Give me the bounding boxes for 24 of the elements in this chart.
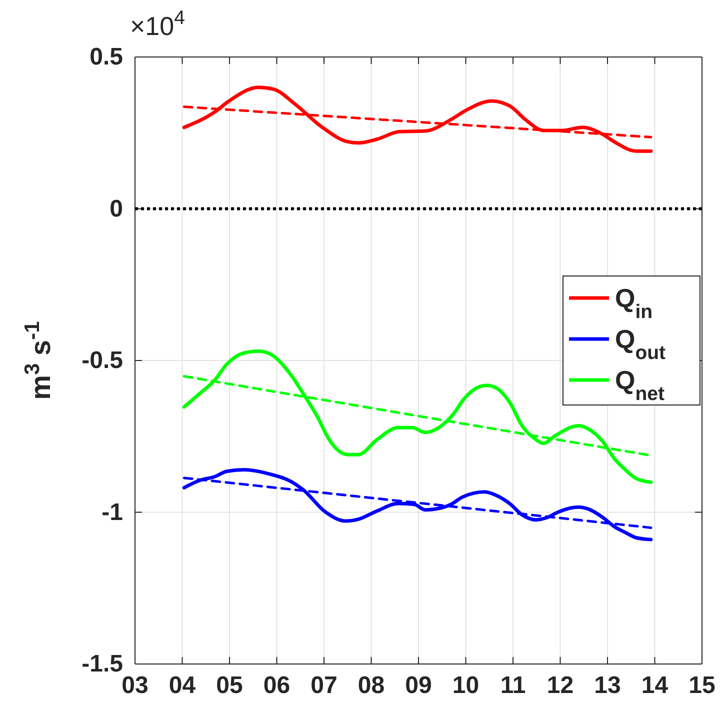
legend-label: Q$_{out}$ — [615, 324, 666, 364]
x-tick-label: 09 — [405, 672, 432, 700]
y-tick-label: 0.5 — [90, 44, 123, 71]
x-tick-label: 11 — [500, 672, 526, 700]
x-tick-label: 15 — [688, 672, 716, 700]
x-tick-label: 04 — [168, 672, 196, 700]
y-tick-label: -1.5 — [82, 650, 123, 678]
legend-label: Q$_{in}$ — [615, 283, 653, 323]
x-tick-label: 06 — [263, 672, 290, 700]
y-tick-label: 0 — [110, 195, 123, 222]
text: ×10$^{4}$ — [130, 7, 186, 41]
x-tick-label: 05 — [216, 672, 243, 700]
x-tick-label: 13 — [594, 672, 621, 700]
y-tick-label: -0.5 — [82, 347, 123, 374]
x-tick-label: 03 — [122, 672, 148, 700]
x-tick-label: 07 — [310, 672, 338, 700]
x-tick-label: 12 — [546, 672, 574, 700]
y-tick-label: -1 — [102, 498, 123, 526]
x-tick-label: 08 — [358, 672, 385, 700]
x-tick-label: 14 — [641, 672, 669, 700]
line-series — [182, 468, 653, 542]
x-tick-label: 10 — [452, 672, 480, 700]
legend-label: Q$_{net}$ — [615, 365, 665, 405]
line-series — [182, 86, 653, 153]
